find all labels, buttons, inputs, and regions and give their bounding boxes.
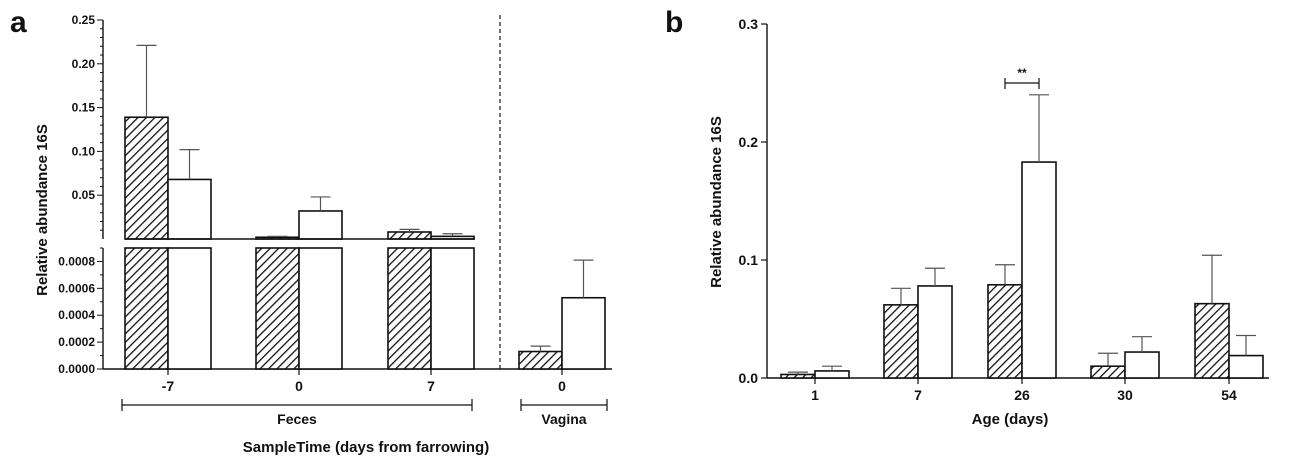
bar-vagina-hatched <box>518 350 563 370</box>
panel-b-xlabel: Age (days) <box>972 411 1049 428</box>
error-bar-hatched-2 <box>995 264 1015 285</box>
bar-open-0 <box>814 370 850 379</box>
group-label: Vagina <box>541 411 586 427</box>
lower-y-tick-label: 0.0008 <box>58 254 95 268</box>
panel-a-upper-y-axis: 0.05 0.10 0.15 0.20 0.25 <box>72 13 104 239</box>
error-bar-open-0 <box>822 365 842 371</box>
category-label: 54 <box>1221 387 1237 403</box>
error-bar-open-1 <box>310 196 331 211</box>
category-label: 7 <box>427 378 435 394</box>
error-bar-hatched-4 <box>1202 254 1222 304</box>
error-bar-hatched-1 <box>267 235 288 238</box>
upper-y-tick-label: 0.10 <box>72 144 96 158</box>
error-bar-hatched-0 <box>136 44 157 118</box>
error-bar-open-1 <box>925 267 945 286</box>
bar-hatched-1 <box>883 304 919 379</box>
panel-b-category-labels: 1 7 26 30 54 <box>811 378 1237 403</box>
significance-label: ** <box>1017 66 1027 80</box>
bar-upper-hatched-0 <box>124 116 169 240</box>
bar-open-4 <box>1228 354 1264 379</box>
bar-lower-hatched-0 <box>124 247 169 370</box>
lower-y-tick-label: 0.0002 <box>58 335 95 349</box>
bar-lower-open-0 <box>167 247 212 370</box>
error-bar-open-4 <box>1236 334 1256 356</box>
y-tick-label: 0.1 <box>739 252 759 268</box>
panel-a-category-labels: -7 0 7 0 <box>162 369 566 394</box>
upper-y-tick-label: 0.25 <box>72 13 96 27</box>
category-label: 30 <box>1117 387 1133 403</box>
category-label: 1 <box>811 387 819 403</box>
bar-upper-open-1 <box>298 210 343 240</box>
bar-upper-open-0 <box>167 178 212 240</box>
category-label: -7 <box>162 378 175 394</box>
bar-hatched-4 <box>1194 302 1230 379</box>
error-bar-hatched-1 <box>891 287 911 305</box>
panel-a-xlabel: SampleTime (days from farrowing) <box>243 439 489 456</box>
bar-hatched-2 <box>987 283 1023 379</box>
bar-lower-open-2 <box>430 247 475 370</box>
error-bar-hatched-0 <box>788 371 808 375</box>
bar-hatched-3 <box>1090 365 1126 379</box>
category-label: 0 <box>295 378 303 394</box>
bar-hatched-0 <box>780 373 816 379</box>
bar-lower-hatched-2 <box>387 247 432 370</box>
error-bar-hatched-2 <box>399 228 420 232</box>
bar-open-2 <box>1021 161 1057 379</box>
panel-a-bars <box>110 44 606 370</box>
bar-open-1 <box>917 285 953 379</box>
error-bar-vagina-open <box>573 259 594 298</box>
bar-open-3 <box>1124 351 1160 379</box>
panel-b-ylabel: Relative abundance 16S <box>708 116 725 288</box>
error-bar-open-2 <box>442 233 463 237</box>
panel-a-label: a <box>10 6 27 39</box>
category-label: 7 <box>914 387 922 403</box>
upper-y-tick-label: 0.15 <box>72 101 96 115</box>
error-bar-open-2 <box>1029 94 1049 163</box>
panel-b-significance: ** <box>1004 66 1040 89</box>
bar-lower-open-1 <box>298 247 343 370</box>
bar-upper-hatched-2 <box>387 231 432 240</box>
y-tick-label: 0.3 <box>739 16 759 32</box>
panel-b-label: b <box>665 6 683 39</box>
axis-break-gap <box>110 240 475 247</box>
y-tick-label: 0.0 <box>739 370 759 386</box>
error-bar-open-0 <box>179 149 200 180</box>
error-bar-vagina-hatched <box>530 345 551 352</box>
panel-b: b Relative abundance 16S 0.0 0.1 0.2 0.3 1 7… <box>665 6 1269 428</box>
upper-y-tick-label: 0.20 <box>72 57 96 71</box>
lower-y-tick-label: 0.0004 <box>58 308 95 322</box>
panel-a-group-brackets: Feces Vagina <box>121 399 608 427</box>
upper-y-tick-label: 0.05 <box>72 188 96 202</box>
bar-vagina-open <box>561 296 606 370</box>
panel-a: a Relative abundance 16S 0.05 0.10 0.15 0.2… <box>10 6 612 456</box>
lower-y-tick-label: 0.0000 <box>58 362 95 376</box>
group-label: Feces <box>277 411 317 427</box>
category-label: 0 <box>558 378 566 394</box>
bar-lower-hatched-1 <box>255 247 300 370</box>
y-tick-label: 0.2 <box>739 134 759 150</box>
panel-b-bars <box>780 94 1264 379</box>
category-label: 26 <box>1014 387 1030 403</box>
error-bar-hatched-3 <box>1098 352 1118 367</box>
lower-y-tick-label: 0.0006 <box>58 281 95 295</box>
panel-a-ylabel: Relative abundance 16S <box>34 124 51 296</box>
error-bar-open-3 <box>1132 336 1152 353</box>
